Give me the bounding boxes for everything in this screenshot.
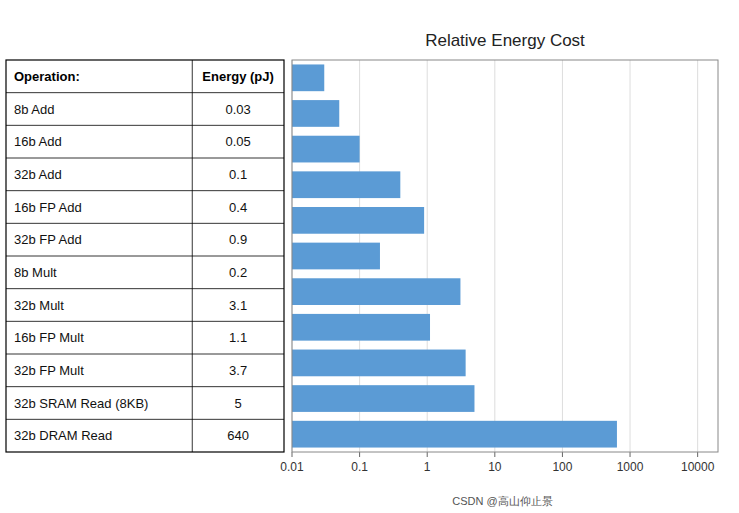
tick-mark <box>630 452 631 457</box>
table-row-line <box>6 321 284 322</box>
bar <box>292 350 466 377</box>
table-row-line <box>6 92 284 93</box>
bar <box>292 243 380 270</box>
grid-line <box>494 60 495 452</box>
data-label: 5 <box>235 396 242 411</box>
category-label: 32b Add <box>14 167 62 182</box>
data-label: 640 <box>227 428 249 443</box>
title: Relative Energy Cost <box>425 31 585 50</box>
category-label: 16b FP Add <box>14 200 82 215</box>
category-label: 8b Add <box>14 102 55 117</box>
table-row-line <box>6 256 284 257</box>
bar <box>292 207 424 234</box>
table-row-line <box>6 419 284 420</box>
data-label: 3.1 <box>229 298 247 313</box>
bar <box>292 136 360 163</box>
tick-mark <box>359 452 360 457</box>
table-row-line <box>6 223 284 224</box>
table-row-line <box>6 354 284 355</box>
bar <box>292 171 400 198</box>
tick-mark <box>697 452 698 457</box>
bar <box>292 64 324 91</box>
category-label: 32b FP Mult <box>14 363 84 378</box>
bar <box>292 314 430 341</box>
data-label: 0.9 <box>229 232 247 247</box>
table-row-line <box>6 158 284 159</box>
bar <box>292 421 617 448</box>
data-label: 0.05 <box>225 134 250 149</box>
tick-label: 0.1 <box>351 460 368 474</box>
data-label: 3.7 <box>229 363 247 378</box>
category-label: 16b FP Mult <box>14 330 84 345</box>
bar <box>292 385 474 412</box>
tick-label: 0.01 <box>280 460 304 474</box>
tick-label: 1 <box>424 460 431 474</box>
data-label: 0.1 <box>229 167 247 182</box>
chart: 0.01 0.1 1 10 100 1000 10000 Relative Energy Co… <box>0 0 739 513</box>
category-label: 32b FP Add <box>14 232 82 247</box>
table: Operation: Energy (pJ) 8b Add 0.03 16b Add 0.… <box>6 60 284 452</box>
category-label: 32b Mult <box>14 298 64 313</box>
grid-line <box>562 60 563 452</box>
table-row-line <box>6 125 284 126</box>
table-row-line <box>6 386 284 387</box>
bar <box>292 278 460 305</box>
table-frame <box>6 60 284 452</box>
category-label: 16b Add <box>14 134 62 149</box>
table-row-line <box>6 288 284 289</box>
category-label: 32b DRAM Read <box>14 428 112 443</box>
data-label: 0.03 <box>225 102 250 117</box>
grid-line <box>697 60 698 452</box>
grid <box>292 60 698 452</box>
category-label: 8b Mult <box>14 265 57 280</box>
tick-label: 10 <box>488 460 502 474</box>
table-header: Energy (pJ) <box>202 69 274 84</box>
tick-label: 1000 <box>617 460 644 474</box>
plot-frame <box>292 60 718 452</box>
tick-mark <box>292 452 293 457</box>
tick-label: 100 <box>552 460 572 474</box>
tick-label: 10000 <box>681 460 715 474</box>
tick-mark <box>427 452 428 457</box>
tick-mark <box>562 452 563 457</box>
grid-line <box>630 60 631 452</box>
data-label: 1.1 <box>229 330 247 345</box>
category-label: 32b SRAM Read (8KB) <box>14 396 148 411</box>
bars <box>292 64 617 447</box>
table-col-line <box>192 60 193 452</box>
data-label: 0.2 <box>229 265 247 280</box>
x-axis: 0.01 0.1 1 10 100 1000 10000 <box>280 452 714 474</box>
bar <box>292 100 339 127</box>
table-header: Operation: <box>14 69 80 84</box>
data-label: 0.4 <box>229 200 247 215</box>
tick-mark <box>494 452 495 457</box>
watermark: CSDN @高山仰止景 <box>452 495 552 507</box>
table-row-line <box>6 190 284 191</box>
